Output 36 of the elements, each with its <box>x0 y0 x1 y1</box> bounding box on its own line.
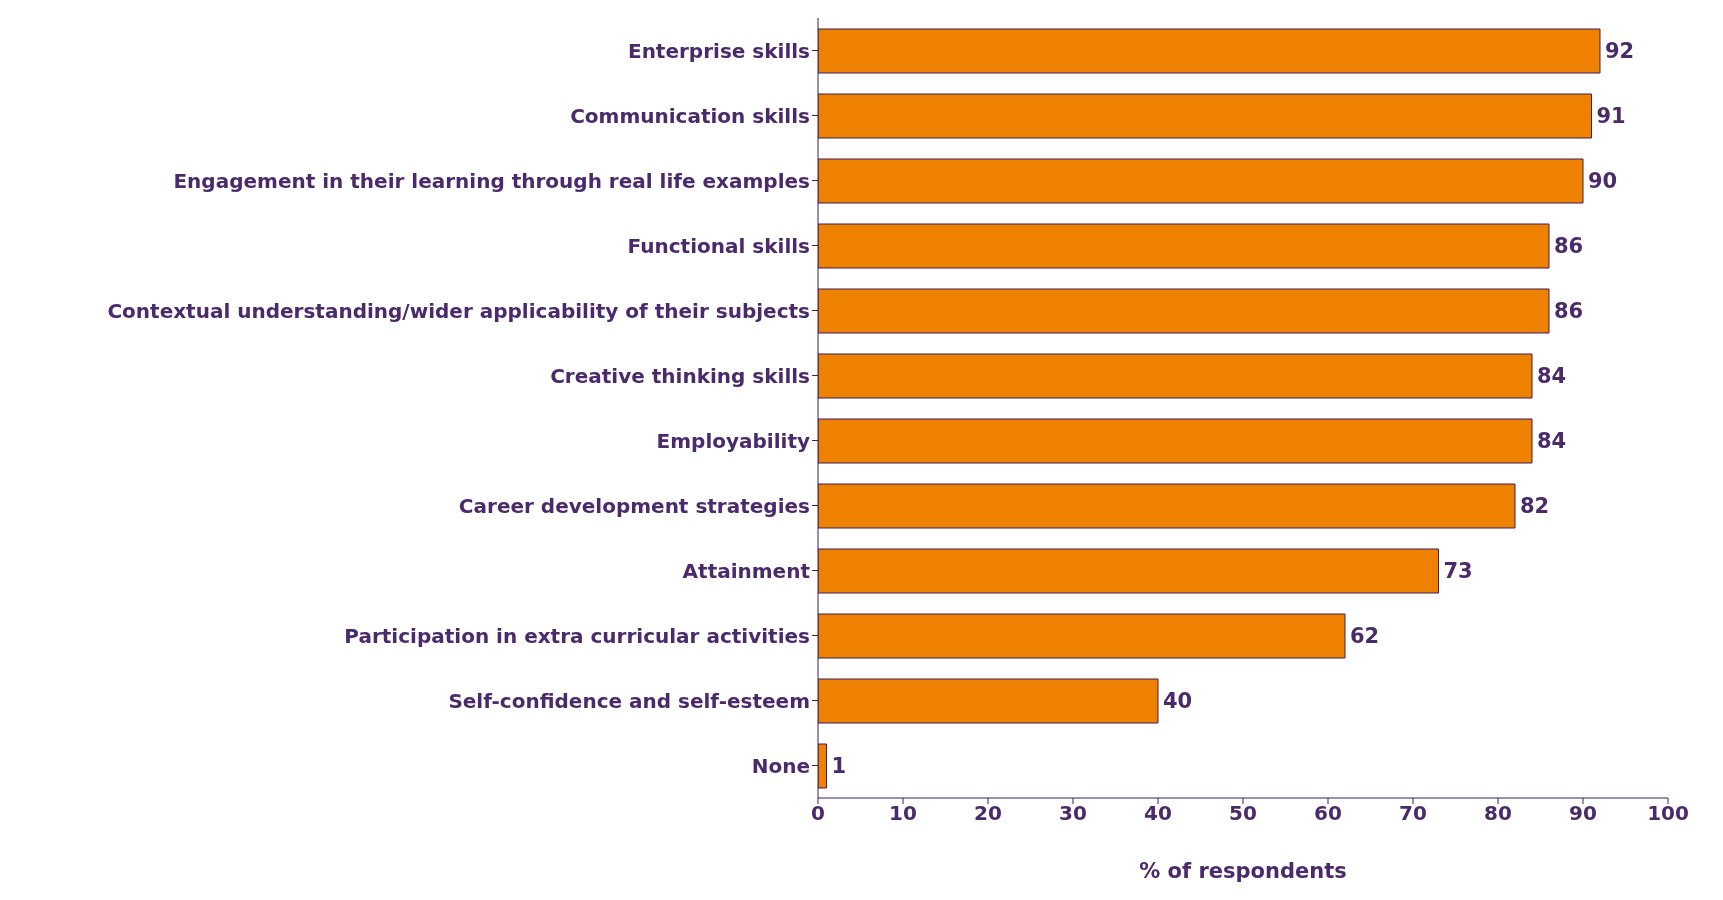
y-tick-label: Career development strategies <box>458 493 810 518</box>
data-label: 84 <box>1537 364 1567 389</box>
data-label: 1 <box>831 754 847 779</box>
x-tick-label: 20 <box>974 801 1002 826</box>
x-tick-label: 30 <box>1059 801 1087 826</box>
x-tick-label: 100 <box>1647 801 1689 826</box>
data-label: 86 <box>1554 234 1584 259</box>
y-tick-label: Attainment <box>682 558 811 583</box>
x-tick-label: 10 <box>889 801 917 826</box>
data-label: 86 <box>1554 299 1584 324</box>
x-axis-title: % of respondents <box>1139 859 1347 883</box>
x-tick-label: 50 <box>1229 801 1257 826</box>
y-tick-label: Enterprise skills <box>627 38 810 63</box>
x-tick-label: 70 <box>1399 801 1427 826</box>
data-label: 90 <box>1588 169 1618 194</box>
y-tick-label: Communication skills <box>570 103 810 128</box>
x-tick-label: 90 <box>1569 801 1597 826</box>
y-tick-label: None <box>751 753 810 778</box>
data-label: 91 <box>1596 104 1626 129</box>
x-tick-label: 60 <box>1314 801 1342 826</box>
y-tick-label: Self-confidence and self-esteem <box>448 688 810 713</box>
y-tick-label: Functional skills <box>627 233 810 258</box>
y-tick-label: Contextual understanding/wider applicability of their subjects <box>107 298 810 323</box>
data-label: 73 <box>1443 559 1473 584</box>
data-label: 40 <box>1163 689 1193 714</box>
y-tick-label: Engagement in their learning through real life examples <box>173 168 810 193</box>
x-tick-label: 0 <box>811 801 825 826</box>
data-label: 62 <box>1350 624 1380 649</box>
data-label: 84 <box>1537 429 1567 454</box>
y-tick-label: Employability <box>656 428 810 453</box>
y-tick-label: Participation in extra curricular activities <box>344 623 810 648</box>
x-tick-label: 40 <box>1144 801 1172 826</box>
data-label: 82 <box>1520 494 1550 519</box>
x-tick-label: 80 <box>1484 801 1512 826</box>
y-tick-label: Creative thinking skills <box>550 363 810 388</box>
data-label: 92 <box>1605 39 1635 64</box>
